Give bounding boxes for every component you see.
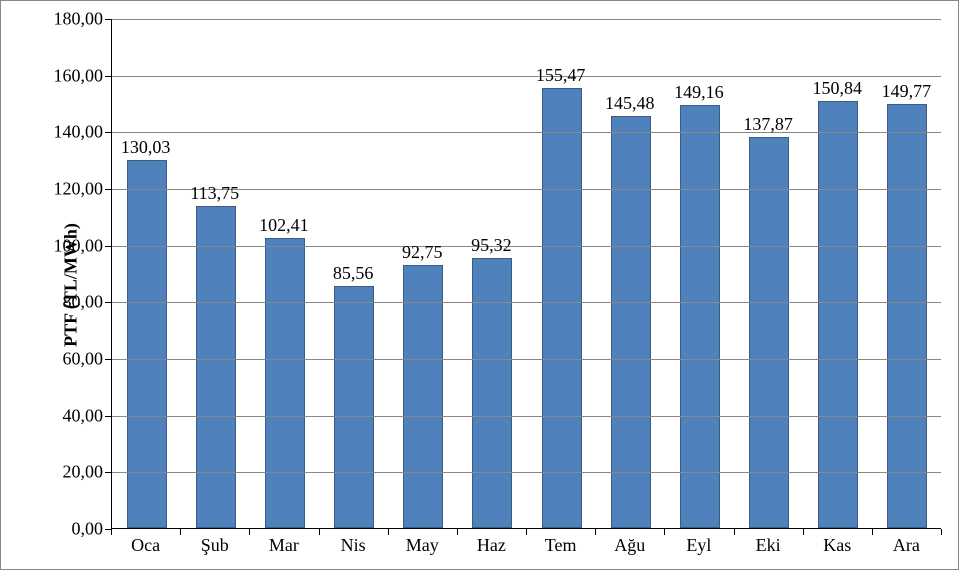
- chart-frame: PTF (TL/MWh) 0,0020,0040,0060,0080,00100…: [0, 0, 959, 570]
- bar-value-label: 102,41: [239, 215, 329, 236]
- y-tick-label: 40,00: [33, 405, 103, 426]
- y-tick-mark: [105, 132, 111, 133]
- y-tick-mark: [105, 359, 111, 360]
- x-tick-label: Nis: [341, 535, 366, 556]
- x-tick-mark: [872, 529, 873, 535]
- bar: [265, 238, 305, 528]
- x-tick-label: Eki: [756, 535, 781, 556]
- x-tick-mark: [595, 529, 596, 535]
- bar: [334, 286, 374, 528]
- x-tick-label: Ağu: [614, 535, 645, 556]
- bar: [749, 137, 789, 528]
- bar-value-label: 85,56: [308, 263, 398, 284]
- gridline: [112, 472, 941, 473]
- y-tick-label: 60,00: [33, 349, 103, 370]
- bar: [680, 105, 720, 528]
- x-tick-mark: [388, 529, 389, 535]
- y-tick-mark: [105, 19, 111, 20]
- y-tick-label: 140,00: [33, 122, 103, 143]
- x-tick-mark: [319, 529, 320, 535]
- bar-value-label: 113,75: [170, 183, 260, 204]
- bar-value-label: 137,87: [723, 114, 813, 135]
- gridline: [112, 359, 941, 360]
- x-tick-label: Mar: [269, 535, 299, 556]
- x-tick-mark: [111, 529, 112, 535]
- bar-value-label: 95,32: [446, 235, 536, 256]
- y-tick-label: 120,00: [33, 179, 103, 200]
- bar: [196, 206, 236, 528]
- bar: [611, 116, 651, 528]
- bar: [542, 88, 582, 528]
- x-tick-mark: [803, 529, 804, 535]
- bar: [472, 258, 512, 528]
- y-tick-label: 0,00: [33, 519, 103, 540]
- x-tick-label: Kas: [823, 535, 851, 556]
- x-tick-mark: [664, 529, 665, 535]
- x-tick-mark: [457, 529, 458, 535]
- y-tick-label: 180,00: [33, 9, 103, 30]
- gridline: [112, 132, 941, 133]
- y-tick-mark: [105, 416, 111, 417]
- x-tick-label: May: [406, 535, 439, 556]
- bar: [887, 104, 927, 528]
- bar-value-label: 149,16: [654, 82, 744, 103]
- x-tick-label: Tem: [545, 535, 577, 556]
- x-tick-mark: [941, 529, 942, 535]
- gridline: [112, 19, 941, 20]
- x-tick-label: Ara: [893, 535, 920, 556]
- y-tick-mark: [105, 302, 111, 303]
- bar: [818, 101, 858, 528]
- x-tick-label: Şub: [201, 535, 229, 556]
- bar-value-label: 149,77: [861, 81, 951, 102]
- bar: [403, 265, 443, 528]
- x-tick-mark: [526, 529, 527, 535]
- x-tick-mark: [734, 529, 735, 535]
- x-tick-label: Eyl: [686, 535, 711, 556]
- x-tick-mark: [180, 529, 181, 535]
- x-tick-label: Oca: [131, 535, 160, 556]
- y-tick-mark: [105, 472, 111, 473]
- y-tick-mark: [105, 246, 111, 247]
- bar-value-label: 130,03: [101, 137, 191, 158]
- bar-value-label: 155,47: [516, 65, 606, 86]
- x-tick-mark: [249, 529, 250, 535]
- y-tick-label: 80,00: [33, 292, 103, 313]
- y-tick-label: 20,00: [33, 462, 103, 483]
- gridline: [112, 302, 941, 303]
- y-tick-mark: [105, 76, 111, 77]
- y-tick-label: 160,00: [33, 65, 103, 86]
- y-tick-label: 100,00: [33, 235, 103, 256]
- gridline: [112, 416, 941, 417]
- x-tick-label: Haz: [477, 535, 506, 556]
- y-tick-mark: [105, 189, 111, 190]
